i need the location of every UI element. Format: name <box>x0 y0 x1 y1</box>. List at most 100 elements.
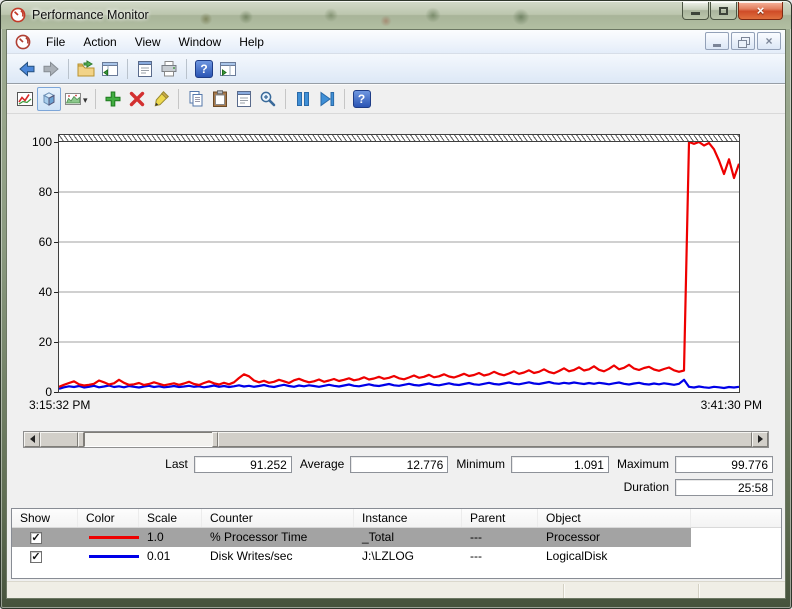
scrollbar-grip[interactable] <box>78 431 84 447</box>
properties-button[interactable] <box>133 57 157 81</box>
y-axis-label: 80 <box>38 185 52 199</box>
column-header-object[interactable]: Object <box>538 509 691 527</box>
minimize-button[interactable] <box>682 2 709 20</box>
help-icon: ? <box>352 90 371 108</box>
toolbar-separator <box>284 89 286 109</box>
scroll-right-button[interactable] <box>752 431 768 447</box>
chart-top-hatch <box>59 135 739 142</box>
show-checkbox[interactable]: ✓ <box>30 550 42 563</box>
average-value: 12.776 <box>350 455 449 473</box>
show-checkbox[interactable]: ✓ <box>30 531 42 544</box>
column-header-show[interactable]: Show <box>12 509 78 527</box>
arrow-right-icon <box>757 435 763 443</box>
last-value: 91.252 <box>193 455 292 473</box>
highlight-button[interactable] <box>149 87 173 111</box>
back-button[interactable] <box>15 57 39 81</box>
view-current-activity-button[interactable] <box>13 87 37 111</box>
y-axis-tick <box>54 192 58 193</box>
y-axis-tick <box>54 242 58 243</box>
y-axis-tick <box>54 342 58 343</box>
last-label: Last <box>165 457 188 471</box>
y-axis-label: 100 <box>31 135 52 149</box>
change-graph-type-button[interactable] <box>61 87 85 111</box>
view-log-data-button[interactable] <box>37 87 61 111</box>
menu-window[interactable]: Window <box>178 34 222 49</box>
update-data-icon <box>320 91 334 107</box>
table-row[interactable]: ✓ 1.0 % Processor Time _Total --- Proces… <box>12 528 691 547</box>
back-icon <box>19 60 35 77</box>
cell-object: Processor <box>546 530 601 544</box>
add-icon <box>105 91 121 107</box>
time-scrollbar[interactable] <box>23 430 769 448</box>
cell-scale: 1.0 <box>147 530 164 544</box>
scrollbar-grip[interactable] <box>212 431 218 447</box>
stats-row-1: Last 91.252 Average 12.776 Minimum 1.091… <box>7 455 773 473</box>
column-header-counter[interactable]: Counter <box>202 509 354 527</box>
child-restore-button[interactable] <box>731 32 755 50</box>
print-button[interactable] <box>157 57 181 81</box>
show-hide-console-tree-icon <box>102 61 118 76</box>
maximum-value: 99.776 <box>675 455 773 473</box>
column-header-parent[interactable]: Parent <box>462 509 538 527</box>
table-row[interactable]: ✓ 0.01 Disk Writes/sec J:\LZLOG --- Logi… <box>12 547 691 566</box>
menu-help[interactable]: Help <box>239 34 264 49</box>
show-hide-action-pane-button[interactable] <box>216 57 240 81</box>
help-button[interactable]: ? <box>192 57 216 81</box>
update-data-button[interactable] <box>315 87 339 111</box>
view-current-activity-icon <box>17 92 33 106</box>
toolbar-separator <box>177 89 179 109</box>
chevron-down-icon[interactable]: ▾ <box>83 94 88 105</box>
scroll-left-button[interactable] <box>24 431 40 447</box>
menu-action[interactable]: Action <box>83 34 117 49</box>
zoom-button[interactable] <box>256 87 280 111</box>
graph-properties-button[interactable] <box>232 87 256 111</box>
y-axis-label: 60 <box>38 235 52 249</box>
y-axis-tick <box>54 142 58 143</box>
export-button[interactable] <box>74 57 98 81</box>
add-counter-button[interactable] <box>101 87 125 111</box>
toolbar-separator <box>94 89 96 109</box>
column-header-instance[interactable]: Instance <box>354 509 462 527</box>
legend-header-row: Show Color Scale Counter Instance Parent… <box>12 509 781 528</box>
cell-instance: _Total <box>362 530 395 544</box>
cell-counter: Disk Writes/sec <box>210 549 293 563</box>
column-header-color[interactable]: Color <box>78 509 139 527</box>
series-color-swatch <box>89 536 139 539</box>
toolbar-separator <box>186 58 187 79</box>
menu-file[interactable]: File <box>46 34 66 49</box>
column-header-scale[interactable]: Scale <box>139 509 202 527</box>
window-title: Performance Monitor <box>32 8 149 22</box>
minimum-value: 1.091 <box>510 455 609 473</box>
menu-bar: File Action View Window Help × <box>7 30 785 54</box>
scrollbar-segment[interactable] <box>40 431 78 447</box>
cell-parent: --- <box>470 530 482 544</box>
delete-counter-button[interactable] <box>125 87 149 111</box>
view-log-data-icon <box>42 92 56 106</box>
forward-button[interactable] <box>39 57 63 81</box>
toolbar-separator <box>127 58 128 79</box>
zoom-icon <box>260 91 275 107</box>
scrollbar-segment[interactable] <box>218 431 752 447</box>
main-toolbar: ? <box>7 54 785 84</box>
menu-view[interactable]: View <box>134 34 161 49</box>
child-close-button[interactable]: × <box>757 32 781 50</box>
cell-object: LogicalDisk <box>546 549 608 563</box>
toolbar-separator <box>68 58 69 79</box>
title-bar[interactable]: Performance Monitor × <box>1 1 791 29</box>
perfmon-app-icon <box>10 7 26 23</box>
caption-buttons: × <box>681 2 783 20</box>
copy-properties-button[interactable] <box>184 87 208 111</box>
child-minimize-button[interactable] <box>705 32 729 50</box>
chart-region: 100 80 60 40 20 0 3:15:32 PM 3 <box>7 114 785 428</box>
freeze-display-button[interactable] <box>291 87 315 111</box>
show-hide-action-pane-icon <box>220 61 236 76</box>
close-button[interactable]: × <box>738 2 783 20</box>
show-hide-console-tree-button[interactable] <box>98 57 122 81</box>
paste-counter-list-button[interactable] <box>208 87 232 111</box>
chart-plot-svg <box>59 142 739 390</box>
duration-label: Duration <box>623 480 669 494</box>
maximize-button[interactable] <box>710 2 737 20</box>
graph-help-button[interactable]: ? <box>350 87 374 111</box>
scrollbar-track-window[interactable] <box>84 431 212 447</box>
